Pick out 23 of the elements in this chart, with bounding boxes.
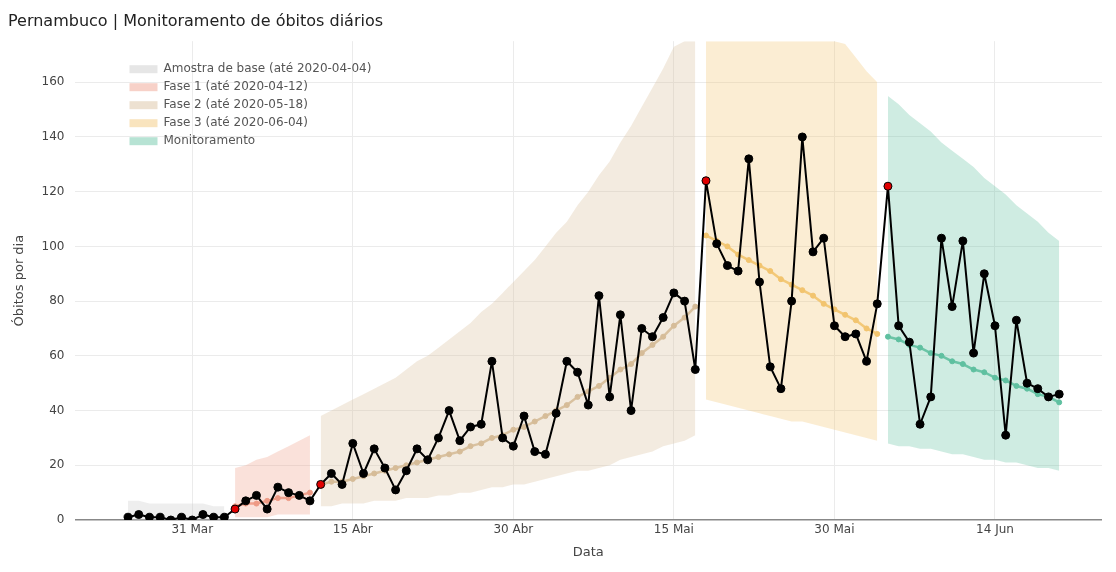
x-tick-label: 15 Mai <box>653 522 694 537</box>
legend-label: Fase 3 (até 2020-06-04) <box>163 115 308 130</box>
y-tick-label: 120 <box>41 183 65 198</box>
y-tick-label: 140 <box>41 129 65 144</box>
y-tick-label: 100 <box>41 238 65 253</box>
y-tick-label: 40 <box>49 402 65 417</box>
x-tick-label: 15 Abr <box>332 522 373 537</box>
x-tick-label: 30 Abr <box>493 522 534 537</box>
legend-label: Monitoramento <box>163 133 256 148</box>
x-tick-label: 30 Mai <box>814 522 855 537</box>
y-tick-label: 60 <box>49 347 65 362</box>
legend-label: Fase 1 (até 2020-04-12) <box>163 79 308 94</box>
y-tick-label: 0 <box>56 512 65 527</box>
y-axis-title: Óbitos por dia <box>11 234 27 327</box>
x-tick-label: 31 Mar <box>171 522 214 537</box>
y-tick-label: 20 <box>49 457 65 472</box>
y-tick-label: 160 <box>41 74 65 89</box>
x-tick-label: 14 Jun <box>976 522 1014 537</box>
chart-title: Pernambuco | Monitoramento de óbitos diários <box>8 10 384 30</box>
y-tick-label: 80 <box>49 293 65 308</box>
x-axis-title: Data <box>572 543 604 559</box>
legend-label: Amostra de base (até 2020-04-04) <box>163 61 372 76</box>
legend-label: Fase 2 (até 2020-05-18) <box>163 97 308 112</box>
